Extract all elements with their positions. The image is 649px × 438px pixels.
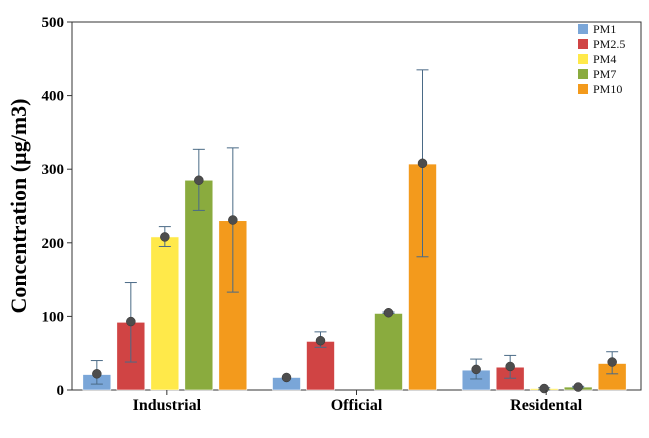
mean-point — [573, 382, 583, 392]
y-axis: 0 100 200 300 400 500 — [42, 15, 72, 399]
mean-point — [539, 383, 549, 394]
x-tick-label: Residental — [510, 397, 583, 414]
y-tick-label: 100 — [42, 309, 65, 325]
y-tick-label: 400 — [42, 89, 65, 105]
mean-point — [281, 372, 292, 383]
y-tick-label: 300 — [42, 162, 65, 178]
y-tick-label: 500 — [42, 15, 65, 31]
mean-point — [383, 307, 394, 318]
bar — [374, 313, 403, 391]
bar — [306, 341, 335, 391]
x-axis: Industrial Official Residental — [133, 390, 583, 414]
legend-label: PM7 — [593, 67, 616, 81]
legend-label: PM2.5 — [593, 37, 625, 51]
mean-point — [471, 364, 481, 375]
mean-point — [194, 175, 204, 185]
bar — [184, 179, 214, 391]
mean-point — [607, 357, 617, 367]
mean-point — [417, 158, 428, 169]
mean-point — [126, 316, 136, 327]
legend-swatch — [578, 39, 588, 49]
legend-swatch — [578, 24, 588, 34]
legend-label: PM10 — [593, 82, 622, 96]
mean-point — [315, 335, 326, 346]
legend-label: PM4 — [593, 52, 616, 66]
x-tick-label: Official — [331, 397, 383, 414]
x-tick-label: Industrial — [133, 397, 202, 414]
bars-layer — [82, 163, 627, 391]
mean-points-layer — [92, 158, 617, 394]
mean-point — [92, 369, 102, 379]
y-tick-label: 200 — [42, 236, 65, 252]
legend-swatch — [578, 69, 588, 79]
y-tick-label: 0 — [57, 383, 65, 399]
mean-point — [228, 215, 238, 225]
y-axis-label: Concentration (µg/m3) — [6, 99, 31, 314]
bar — [150, 236, 180, 391]
mean-point — [160, 232, 170, 242]
legend-swatch — [578, 84, 588, 94]
mean-point — [505, 361, 515, 372]
legend-swatch — [578, 54, 588, 64]
legend-label: PM1 — [593, 22, 616, 36]
